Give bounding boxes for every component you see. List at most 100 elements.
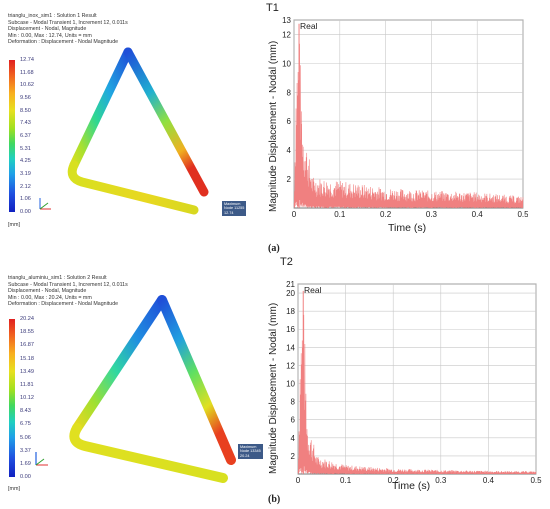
y-tick-label: 6 — [291, 416, 296, 425]
result-header-b: trianglu_aluminiu_sim1 : Solution 2 Resu… — [8, 275, 128, 308]
fea-result-view-a: trianglu_inox_sim1 : Solution 1 Result S… — [0, 0, 262, 236]
triad-icon — [39, 198, 51, 210]
legend-tick-label: 16.87 — [20, 342, 34, 349]
y-tick-label: 2 — [291, 452, 296, 461]
max-tag-line: Maximum — [224, 202, 241, 206]
x-tick-label: 0.5 — [517, 210, 528, 219]
legend-tick-label: 11.68 — [20, 69, 34, 76]
unit-label-a: [mm] — [8, 222, 20, 228]
legend-tick-label: 9.56 — [20, 95, 31, 101]
x-tick-label: 0.5 — [530, 476, 542, 485]
y-tick-label: 6 — [287, 117, 292, 126]
x-axis-label-b: Time (s) — [392, 480, 431, 492]
max-tag-line: Maximum — [240, 445, 257, 449]
y-tick-label: 12 — [282, 30, 291, 39]
plot-a: 0 0.1 0.2 0.3 0.4 0.5 2 4 6 8 10 12 13 Real — [282, 16, 528, 219]
signal-line — [297, 314, 537, 475]
y-tick-label: 16 — [286, 325, 295, 334]
legend-tick-label: 2.12 — [20, 183, 31, 190]
legend-tick-label: 8.50 — [20, 107, 31, 114]
y-tick-label: 18 — [286, 307, 295, 316]
x-axis-label-a: Time (s) — [388, 222, 427, 234]
triangle-model-b — [69, 295, 236, 483]
legend-tick-label: 1.69 — [20, 460, 31, 467]
x-tick-label: 0.1 — [340, 476, 352, 485]
legend-tick-label: 13.49 — [20, 368, 34, 375]
result-header-a: trianglu_inox_sim1 : Solution 1 Result S… — [8, 13, 128, 46]
caption-a: (a) — [268, 243, 280, 254]
y-tick-label: 14 — [286, 343, 295, 352]
legend-tick-label: 5.06 — [20, 434, 31, 441]
x-tick-label: 0.1 — [334, 210, 346, 219]
legend-tick-label: 0.00 — [20, 474, 31, 480]
legend-tick-label: 8.43 — [20, 408, 31, 415]
x-tick-label: 0 — [292, 210, 297, 219]
max-tag-line: 20.24 — [240, 453, 250, 458]
legend-tick-label: 0.00 — [20, 209, 31, 215]
y-tick-label: 2 — [287, 175, 292, 184]
legend-tick-label: 12.74 — [20, 57, 34, 63]
max-tag-line: 12.74 — [224, 210, 234, 215]
legend-tick-label: 3.37 — [20, 447, 31, 454]
y-tick-label: 4 — [291, 434, 296, 443]
legend-tick-label: 7.43 — [20, 120, 31, 127]
y-tick-label: 10 — [286, 380, 295, 389]
x-tick-label: 0.4 — [472, 210, 484, 219]
fea-result-view-b: trianglu_aluminiu_sim1 : Solution 2 Resu… — [0, 254, 263, 492]
legend-tick-label: 1.06 — [20, 196, 31, 203]
header-line: Deformation : Displacement - Nodal Magni… — [8, 301, 119, 308]
maximum-tag-a: Maximum Node 11255 12.74 — [222, 201, 247, 216]
legend-tick-label: 15.18 — [20, 355, 34, 362]
header-line: Displacement - Nodal, Magnitude — [8, 26, 87, 33]
header-line: trianglu_aluminiu_sim1 : Solution 2 Resu… — [8, 275, 107, 281]
panel-b: trianglu_aluminiu_sim1 : Solution 2 Resu… — [0, 254, 550, 509]
x-tick-label: 0.4 — [483, 476, 495, 485]
legend-tick-label: 6.75 — [20, 421, 31, 428]
maximum-tag-b: Maximum Node 13345 20.24 — [238, 444, 263, 459]
caption-b: (b) — [268, 494, 281, 505]
legend-label: Real — [304, 285, 322, 295]
legend-tick-label: 4.25 — [20, 158, 31, 165]
plot-title-b: T2 — [280, 256, 293, 268]
y-tick-label: 8 — [291, 398, 296, 407]
legend-label: Real — [300, 21, 318, 31]
legend-tick-label: 20.24 — [20, 316, 34, 322]
legend-tick-label: 6.37 — [20, 133, 31, 139]
legend-tick-label: 11.81 — [20, 381, 34, 388]
plot-frame — [297, 283, 537, 475]
x-tick-label: 0.2 — [388, 476, 400, 485]
y-tick-label: 21 — [286, 280, 295, 289]
legend-tick-label: 10.62 — [20, 82, 34, 89]
y-tick-label: 4 — [287, 146, 292, 155]
legend-color-bar — [9, 319, 15, 477]
max-tag-line: Node 13345 — [240, 449, 261, 454]
y-tick-label: 8 — [287, 88, 292, 97]
header-line: Min : 0.00, Max : 12.74, Units = mm — [8, 32, 92, 39]
unit-label-b: [mm] — [8, 486, 20, 492]
legend-tick-label: 10.12 — [20, 395, 34, 401]
y-tick-label: 20 — [286, 289, 295, 298]
header-line: trianglu_inox_sim1 : Solution 1 Result — [8, 13, 97, 19]
header-line: Displacement - Nodal, Magnitude — [8, 288, 87, 295]
plot-title-a: T1 — [266, 2, 279, 14]
legend-tick-label: 3.19 — [20, 171, 31, 177]
plot-frame — [293, 19, 524, 209]
legend-color-bar — [9, 60, 15, 212]
header-line: Min : 0.00, Max : 20.24, Units = mm — [8, 294, 92, 301]
signal-line — [293, 43, 524, 209]
x-tick-label: 0.2 — [380, 210, 392, 219]
x-tick-label: 0.3 — [426, 210, 438, 219]
y-tick-label: 12 — [286, 361, 295, 370]
x-tick-label: 0.3 — [435, 476, 447, 485]
x-tick-label: 0 — [296, 476, 301, 485]
panel-a: trianglu_inox_sim1 : Solution 1 Result S… — [0, 0, 550, 254]
max-tag-line: Node 11255 — [224, 206, 245, 211]
header-line: Subcase - Modal Transient 1, Increment 1… — [8, 281, 128, 288]
header-line: Subcase - Modal Transient 1, Increment 1… — [8, 19, 128, 26]
triad-icon — [35, 452, 48, 466]
y-tick-label: 13 — [282, 16, 291, 25]
triangle-model-a — [67, 47, 209, 215]
legend-tick-label: 18.55 — [20, 329, 34, 336]
header-line: Deformation : Displacement - Nodal Magni… — [8, 39, 119, 46]
